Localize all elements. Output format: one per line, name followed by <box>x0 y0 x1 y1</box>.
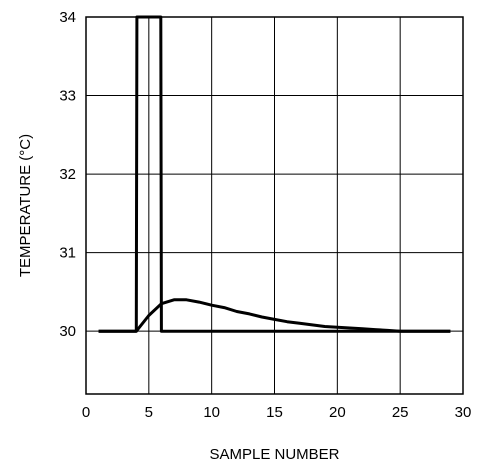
y-tick-label: 30 <box>59 323 76 340</box>
y-tick-label: 31 <box>59 245 76 262</box>
x-tick-label: 10 <box>203 404 220 421</box>
x-tick-label: 5 <box>145 404 153 421</box>
x-tick-label: 25 <box>392 404 409 421</box>
y-tick-label: 32 <box>59 166 76 183</box>
grid <box>86 17 463 394</box>
x-tick-label: 15 <box>266 404 283 421</box>
plot-frame <box>85 16 464 395</box>
series-line-2 <box>98 298 451 333</box>
y-tick-label: 33 <box>59 88 76 105</box>
x-tick-label: 0 <box>82 404 90 421</box>
y-tick-label: 34 <box>59 9 76 26</box>
tick-labels: 0 5 10 15 20 25 30 30 31 32 33 34 <box>59 9 471 421</box>
y-axis-title: TEMPERATURE (°C) <box>17 134 34 277</box>
x-axis-title: SAMPLE NUMBER <box>209 446 339 463</box>
x-tick-label: 20 <box>329 404 346 421</box>
x-tick-label: 30 <box>455 404 472 421</box>
